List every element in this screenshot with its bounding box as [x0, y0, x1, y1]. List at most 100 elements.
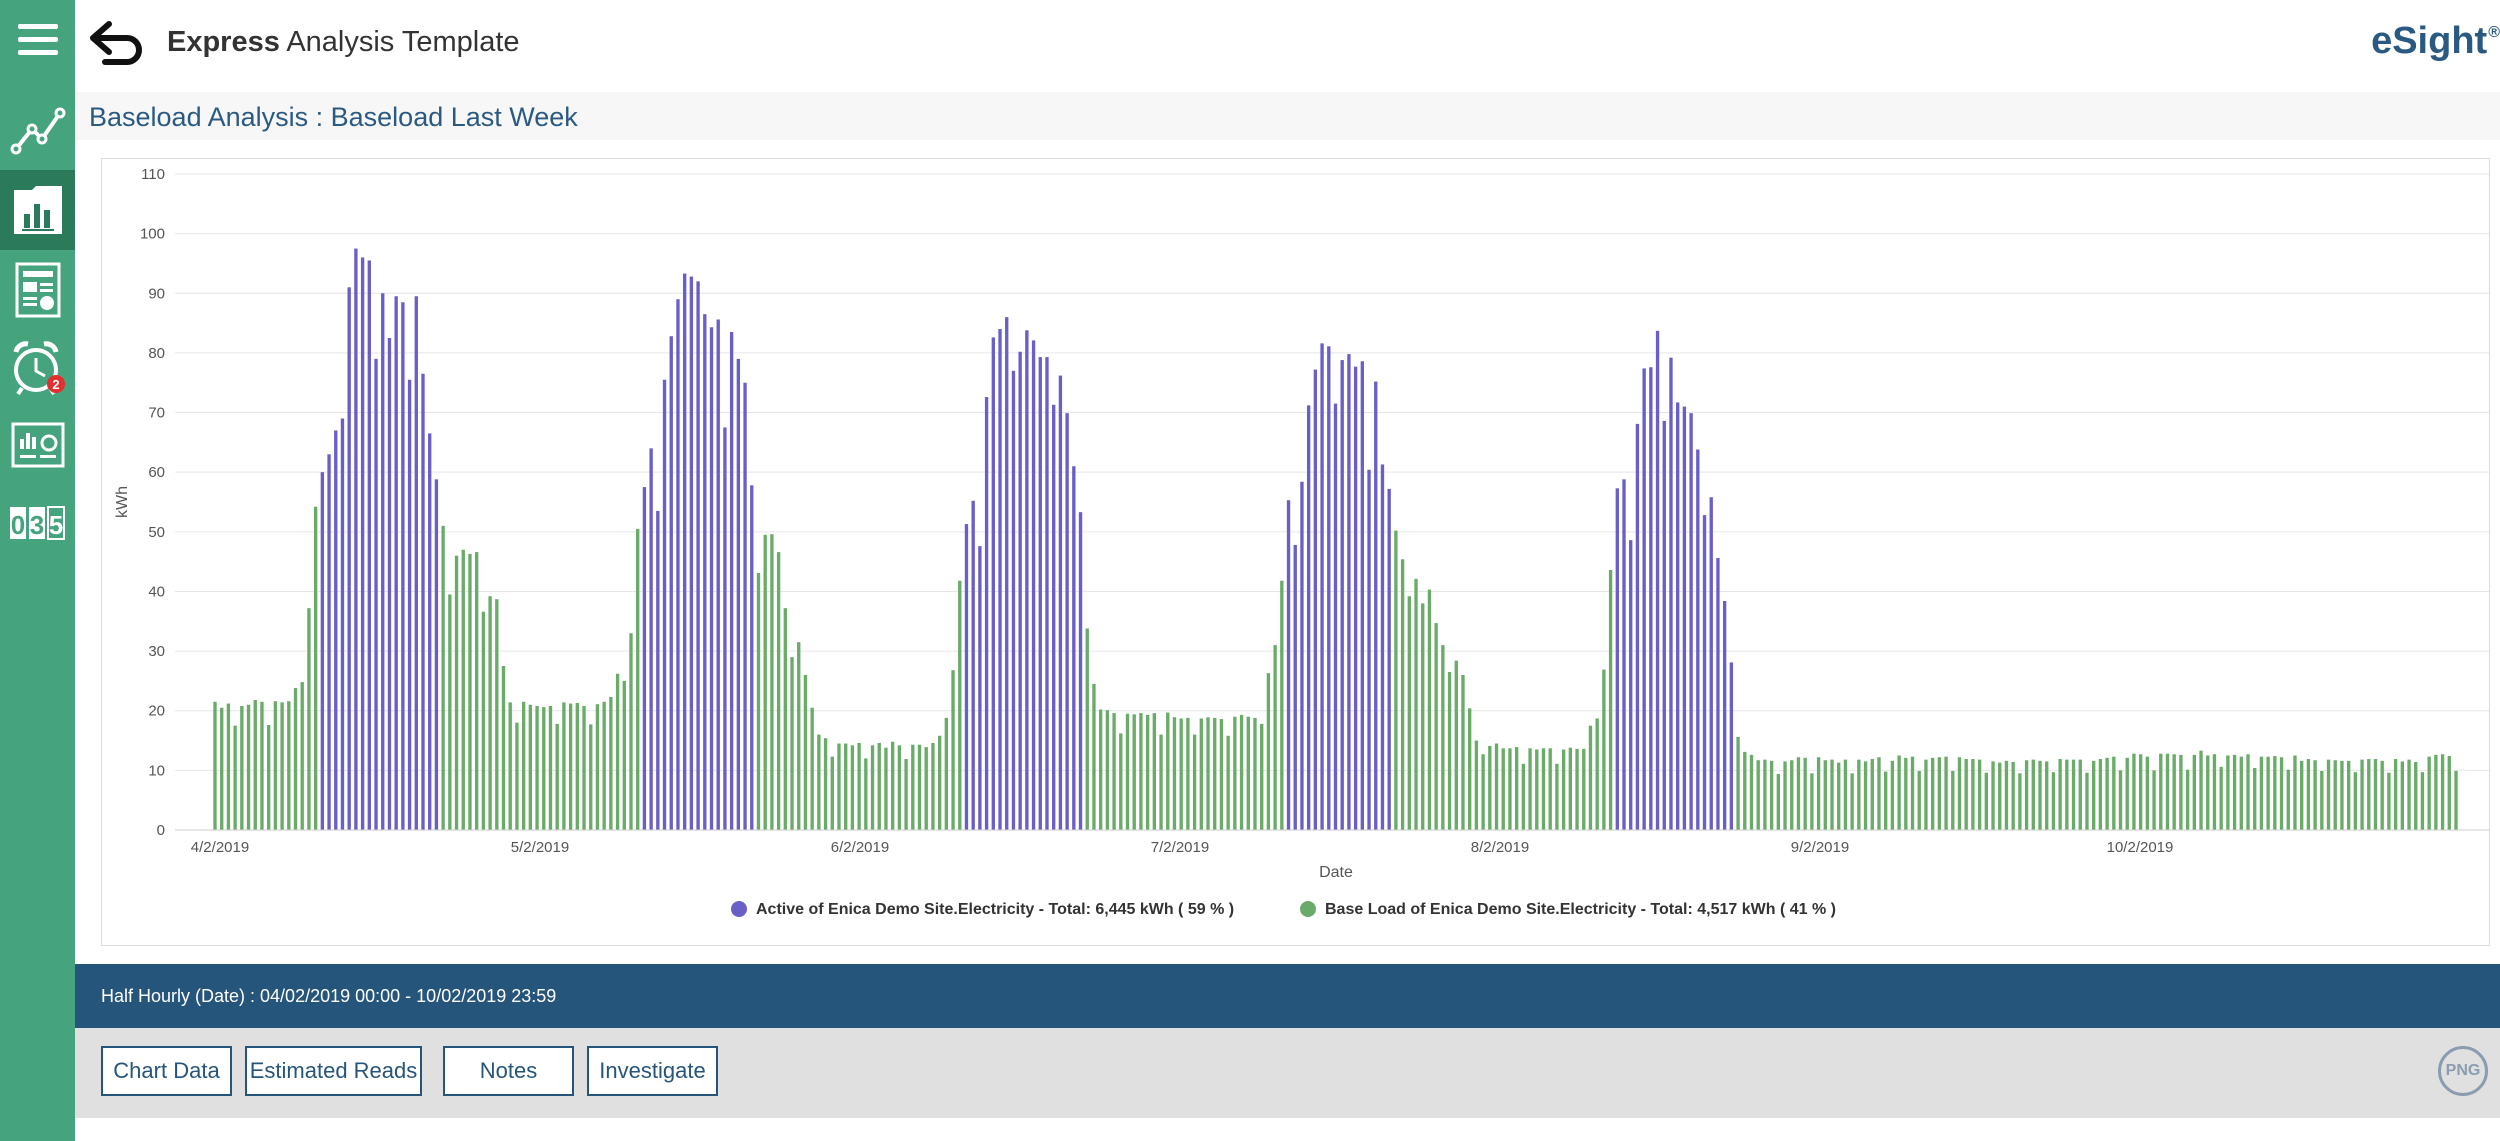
bar-base[interactable] — [1910, 756, 1915, 830]
bar-base[interactable] — [1555, 763, 1559, 830]
bar-active[interactable] — [1374, 381, 1378, 830]
bar-base[interactable] — [1494, 743, 1499, 830]
bar-base[interactable] — [1112, 713, 1116, 830]
bar-active[interactable] — [662, 379, 667, 830]
bar-base[interactable] — [1166, 712, 1170, 830]
bar-base[interactable] — [1421, 603, 1425, 830]
bar-base[interactable] — [2065, 759, 2069, 830]
bar-base[interactable] — [2286, 769, 2290, 830]
bar-base[interactable] — [2400, 761, 2404, 830]
bar-base[interactable] — [300, 682, 304, 830]
bar-active[interactable] — [723, 427, 727, 830]
bar-base[interactable] — [1582, 748, 1586, 830]
bar-base[interactable] — [1085, 628, 1089, 830]
bar-base[interactable] — [2038, 760, 2042, 830]
bar-base[interactable] — [951, 670, 955, 830]
bar-active[interactable] — [407, 379, 412, 830]
bar-active[interactable] — [964, 524, 969, 830]
bar-base[interactable] — [602, 701, 606, 830]
bar-base[interactable] — [468, 553, 472, 830]
bar-active[interactable] — [1702, 515, 1707, 830]
bar-base[interactable] — [1796, 757, 1801, 830]
bar-base[interactable] — [542, 707, 546, 830]
bar-active[interactable] — [1709, 497, 1713, 830]
bar-active[interactable] — [327, 454, 331, 830]
bar-base[interactable] — [1561, 749, 1566, 830]
bar-base[interactable] — [2212, 754, 2217, 830]
bar-base[interactable] — [629, 633, 633, 830]
bar-base[interactable] — [1105, 710, 1110, 830]
bar-base[interactable] — [2112, 756, 2116, 830]
bar-base[interactable] — [1468, 708, 1472, 830]
bar-base[interactable] — [776, 552, 781, 830]
bar-base[interactable] — [1548, 748, 1552, 830]
nav-meters[interactable]: 0 3 5 — [0, 483, 75, 563]
bar-base[interactable] — [273, 701, 278, 830]
bar-active[interactable] — [434, 479, 439, 830]
bar-base[interactable] — [2179, 754, 2183, 830]
bar-active[interactable] — [642, 487, 647, 830]
bar-active[interactable] — [1655, 330, 1660, 830]
bar-base[interactable] — [817, 734, 821, 830]
bar-base[interactable] — [2293, 755, 2297, 830]
bar-base[interactable] — [917, 744, 922, 830]
bar-active[interactable] — [1676, 402, 1680, 830]
bar-base[interactable] — [2360, 759, 2364, 830]
bar-base[interactable] — [2313, 760, 2317, 830]
bar-base[interactable] — [1575, 748, 1579, 830]
bar-active[interactable] — [1320, 343, 1324, 830]
bar-base[interactable] — [2279, 757, 2284, 830]
bar-base[interactable] — [1394, 530, 1398, 830]
investigate-button[interactable]: Investigate — [587, 1046, 718, 1096]
bar-base[interactable] — [1186, 717, 1190, 830]
bar-base[interactable] — [911, 744, 915, 830]
bar-active[interactable] — [1072, 466, 1076, 830]
bar-base[interactable] — [864, 758, 868, 830]
bar-base[interactable] — [2078, 759, 2082, 830]
bar-base[interactable] — [2172, 754, 2176, 830]
bar-base[interactable] — [1132, 714, 1136, 830]
bar-base[interactable] — [904, 759, 908, 830]
bar-base[interactable] — [2132, 753, 2136, 830]
bar-base[interactable] — [2320, 770, 2324, 830]
bar-base[interactable] — [448, 594, 452, 830]
bar-base[interactable] — [568, 703, 573, 830]
bar-base[interactable] — [2045, 761, 2049, 830]
bar-base[interactable] — [803, 674, 808, 830]
bar-base[interactable] — [1971, 759, 1975, 830]
bar-active[interactable] — [716, 319, 720, 830]
bar-base[interactable] — [2018, 773, 2022, 830]
bar-active[interactable] — [729, 332, 734, 830]
bar-base[interactable] — [2051, 772, 2056, 830]
bar-base[interactable] — [2373, 759, 2378, 830]
bar-base[interactable] — [2105, 757, 2109, 830]
bar-base[interactable] — [770, 534, 774, 830]
bar-active[interactable] — [1649, 367, 1653, 830]
bar-base[interactable] — [2185, 769, 2190, 830]
bar-base[interactable] — [1219, 719, 1224, 830]
bar-base[interactable] — [1957, 757, 1962, 830]
legend-item-active[interactable]: Active of Enica Demo Site.Electricity - … — [756, 901, 1234, 918]
bar-active[interactable] — [1293, 544, 1297, 830]
bar-active[interactable] — [354, 248, 358, 831]
legend-marker-base-load[interactable] — [1300, 901, 1316, 917]
bar-active[interactable] — [1669, 357, 1673, 830]
bar-base[interactable] — [1857, 759, 1861, 830]
bar-base[interactable] — [2326, 759, 2331, 830]
bar-base[interactable] — [582, 705, 586, 830]
bar-base[interactable] — [756, 572, 761, 830]
bar-base[interactable] — [1736, 736, 1740, 830]
bar-base[interactable] — [1145, 714, 1150, 830]
bar-base[interactable] — [1803, 757, 1807, 830]
bar-base[interactable] — [1850, 773, 1854, 830]
nav-dashboard[interactable] — [0, 405, 75, 485]
nav-trend[interactable] — [0, 90, 75, 170]
bar-base[interactable] — [1843, 759, 1848, 830]
bar-base[interactable] — [1098, 709, 1103, 830]
bar-base[interactable] — [1977, 759, 1982, 830]
bar-base[interactable] — [1877, 757, 1881, 830]
bar-base[interactable] — [844, 743, 848, 830]
bar-base[interactable] — [937, 735, 942, 830]
bar-base[interactable] — [2152, 770, 2156, 830]
legend-marker-active[interactable] — [731, 901, 747, 917]
